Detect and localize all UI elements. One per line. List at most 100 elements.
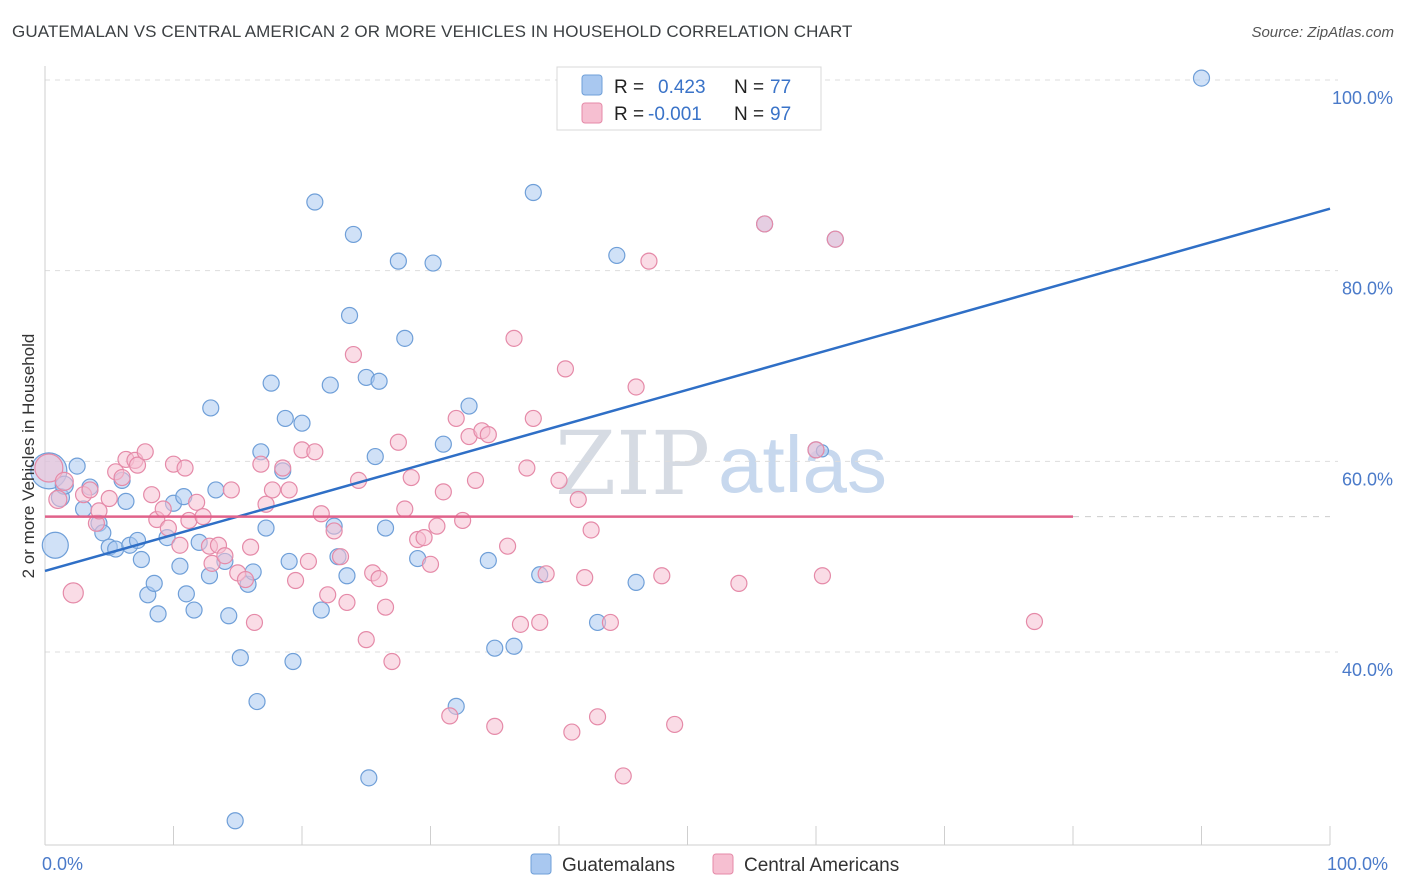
central-american-point: [143, 486, 161, 504]
central-american-point: [171, 536, 189, 554]
x-tick-label-min: 0.0%: [42, 854, 83, 874]
guatemalan-point: [74, 500, 93, 518]
y-tick-label: 60.0%: [1342, 469, 1393, 489]
central-american-point: [576, 569, 594, 587]
central-american-point: [113, 468, 131, 487]
guatemalan-point: [132, 550, 150, 569]
guatemalan-point: [1192, 69, 1211, 87]
central-american-point: [396, 500, 414, 518]
central-american-point: [601, 613, 620, 632]
y-tick-label: 40.0%: [1342, 660, 1393, 680]
guatemalan-point: [149, 605, 167, 623]
central-american-point: [331, 548, 350, 566]
guatemalan-point: [202, 399, 220, 417]
guatemalan-point: [257, 519, 275, 537]
guatemalan-point: [262, 374, 280, 392]
guatemalan-point: [338, 567, 356, 585]
stats-n-label-central-americans: N =: [734, 104, 764, 125]
central-american-point: [236, 570, 255, 589]
central-american-point: [100, 489, 118, 508]
central-american-point: [569, 490, 587, 509]
central-american-point: [499, 537, 517, 555]
central-american-point: [511, 615, 530, 633]
guatemalan-point: [145, 574, 163, 592]
guatemalan-point: [312, 601, 330, 619]
guatemalan-point: [389, 252, 407, 270]
guatemalan-point: [360, 769, 378, 787]
central-american-point: [34, 453, 64, 483]
legend-swatch-central-americans: [712, 853, 734, 875]
central-american-point: [434, 483, 452, 501]
central-american-point: [524, 409, 542, 428]
guatemalan-point: [185, 601, 203, 619]
guatemalan-point: [344, 225, 362, 244]
stats-r-label-guatemalans: R =: [614, 77, 644, 98]
guatemalan-point: [627, 573, 645, 592]
central-american-point: [274, 459, 292, 477]
series-legend: Guatemalans Central Americans: [530, 853, 899, 876]
guatemalan-point: [207, 481, 225, 499]
guatemalan-point: [486, 639, 504, 657]
central-american-point: [807, 441, 825, 459]
central-american-point: [383, 652, 401, 671]
y-tick-label: 80.0%: [1342, 279, 1393, 299]
central-american-point: [389, 433, 407, 451]
central-american-point: [222, 481, 240, 499]
stats-legend: R = 0.423 N = 77 R = -0.001 N = 97: [556, 66, 822, 131]
central-american-point: [466, 471, 485, 489]
central-american-point: [81, 481, 99, 499]
legend-swatch-guatemalans: [530, 853, 552, 875]
central-american-point: [582, 521, 600, 539]
guatemalan-point: [177, 585, 195, 603]
guatemalan-point: [41, 531, 69, 559]
legend-label-central-americans: Central Americans: [744, 855, 899, 876]
x-tick-label-max: 100.0%: [1327, 854, 1388, 874]
watermark: ZIP atlas: [555, 412, 887, 515]
central-american-point: [402, 468, 420, 487]
central-american-point: [1025, 612, 1044, 631]
chart-title: GUATEMALAN VS CENTRAL AMERICAN 2 OR MORE…: [12, 22, 853, 41]
stats-n-value-central-americans: 97: [770, 104, 791, 125]
central-american-point: [325, 522, 343, 540]
central-american-point: [344, 345, 362, 364]
central-american-point: [415, 528, 433, 547]
guatemalan-point: [171, 557, 189, 575]
guatemalan-point: [321, 376, 339, 394]
guatemalan-point: [424, 254, 442, 272]
central-american-point: [286, 571, 305, 590]
guatemalan-point: [284, 652, 302, 671]
guatemalan-point: [366, 447, 384, 466]
central-american-point: [813, 567, 832, 585]
central-american-point: [263, 481, 282, 499]
guatemalan-point: [276, 409, 294, 428]
legend-label-guatemalans: Guatemalans: [562, 855, 675, 876]
central-american-point: [188, 493, 206, 511]
guatemalan-point: [479, 551, 497, 570]
central-american-point: [550, 471, 568, 489]
central-american-point: [245, 613, 264, 632]
guatemalan-point: [376, 519, 395, 537]
central-american-point: [376, 598, 395, 616]
central-american-point: [518, 459, 536, 477]
central-american-point: [306, 443, 324, 461]
central-american-point: [338, 593, 356, 612]
central-american-point: [730, 574, 748, 592]
stats-r-label-central-americans: R =: [614, 104, 644, 125]
guatemalan-point: [524, 183, 542, 202]
guatemalan-point: [340, 306, 359, 325]
guatemalan-point: [396, 329, 414, 347]
central-american-point: [537, 565, 555, 583]
central-american-point: [614, 767, 632, 785]
central-american-point: [48, 489, 68, 510]
central-american-point: [826, 230, 844, 248]
central-american-point: [556, 360, 575, 378]
central-american-point: [128, 456, 147, 474]
central-american-point: [319, 586, 337, 604]
central-american-point: [180, 511, 198, 530]
guatemalan-point: [434, 435, 452, 453]
central-american-point: [588, 708, 607, 726]
watermark-atlas: atlas: [718, 420, 887, 509]
y-tick-label: 100.0%: [1332, 88, 1393, 108]
central-american-point: [90, 502, 108, 520]
